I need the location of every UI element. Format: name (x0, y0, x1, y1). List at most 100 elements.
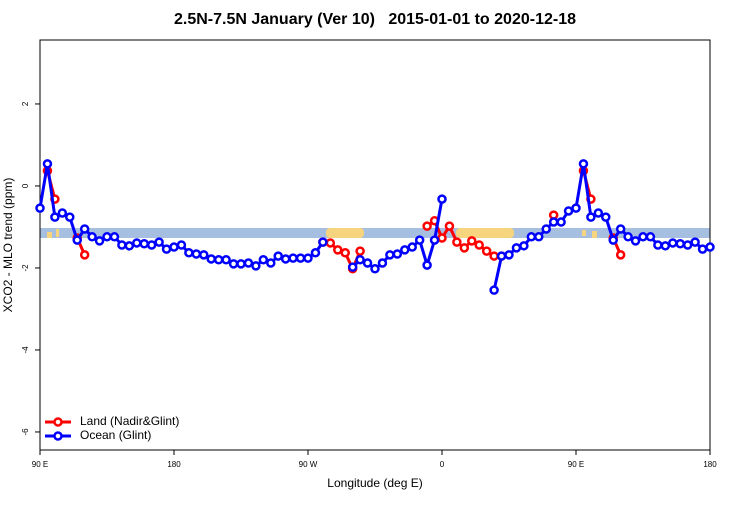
point (601, 212, 611, 222)
point (504, 250, 514, 260)
point (690, 237, 700, 247)
x-tick-label: 0 (440, 460, 445, 469)
point (87, 232, 97, 242)
point (541, 224, 551, 234)
point (191, 249, 202, 259)
point (109, 232, 120, 242)
point (42, 159, 53, 169)
legend-label: Land (Nadir&Glint) (80, 414, 179, 428)
point (206, 254, 216, 264)
legend-marker (53, 431, 63, 441)
point (161, 244, 172, 254)
point (459, 243, 470, 253)
point (489, 251, 499, 261)
land-ocean-strip (40, 228, 710, 238)
point (310, 248, 321, 258)
point (65, 212, 75, 222)
land-patch (47, 232, 52, 238)
point (481, 246, 492, 256)
point (675, 239, 685, 249)
point (236, 259, 246, 269)
point (407, 242, 417, 252)
point (668, 238, 678, 248)
point (280, 254, 291, 264)
point (169, 242, 179, 252)
point (422, 260, 432, 270)
point (496, 251, 507, 261)
point (117, 240, 127, 250)
point (385, 250, 395, 260)
point (593, 208, 604, 218)
point (288, 253, 298, 263)
point (79, 224, 90, 234)
point (444, 221, 455, 231)
point (35, 203, 45, 213)
point (563, 206, 574, 216)
point (340, 248, 350, 258)
x-axis-label: Longitude (deg E) (327, 476, 422, 490)
point (94, 236, 105, 246)
point (146, 240, 157, 250)
point (199, 250, 209, 260)
point (474, 240, 484, 250)
point (682, 240, 693, 250)
x-tick-label: 180 (167, 460, 181, 469)
legend-label: Ocean (Glint) (80, 428, 151, 442)
point (452, 237, 462, 247)
point (132, 238, 142, 248)
point (422, 221, 432, 231)
point (221, 255, 231, 265)
point (347, 262, 358, 272)
point (266, 258, 276, 268)
point (548, 217, 559, 227)
y-tick-label: -6 (21, 428, 30, 436)
land-patch (56, 229, 59, 237)
point (429, 235, 440, 245)
point (653, 240, 663, 250)
point (213, 255, 224, 265)
point (355, 246, 365, 256)
point (660, 241, 671, 251)
land-patch (582, 230, 586, 236)
point (72, 235, 82, 245)
point (705, 242, 715, 252)
x-tick-label: 90 W (299, 460, 318, 469)
chart-title: 2.5N-7.5N January (Ver 10) 2015-01-01 to… (174, 11, 576, 28)
point (258, 255, 269, 265)
point (511, 243, 522, 253)
land-patch (592, 231, 597, 238)
point (57, 208, 68, 218)
land-patch (456, 228, 514, 238)
point (184, 248, 194, 258)
point (370, 264, 380, 274)
y-tick-label: 0 (21, 183, 30, 188)
point (623, 232, 633, 242)
x-tick-label: 180 (703, 460, 717, 469)
y-axis-label: XCO2 - MLO trend (ppm) (1, 178, 15, 313)
point (355, 255, 365, 265)
point (295, 253, 306, 263)
point (124, 241, 135, 251)
point (534, 232, 544, 242)
point (325, 238, 336, 248)
point (437, 233, 447, 243)
legend-marker (53, 417, 63, 427)
point (362, 258, 373, 268)
point (400, 245, 410, 255)
point (578, 159, 589, 169)
point (102, 232, 112, 242)
point (392, 249, 403, 259)
x-tick-label: 90 E (32, 460, 48, 469)
point (615, 224, 626, 234)
point (586, 212, 596, 222)
point (303, 253, 313, 263)
y-tick-label: -4 (21, 346, 30, 354)
point (243, 258, 254, 268)
point (526, 232, 537, 242)
point (519, 241, 529, 251)
y-tick-label: 2 (21, 101, 30, 106)
point (377, 258, 388, 268)
y-tick-label: -2 (21, 264, 30, 272)
point (697, 244, 708, 254)
